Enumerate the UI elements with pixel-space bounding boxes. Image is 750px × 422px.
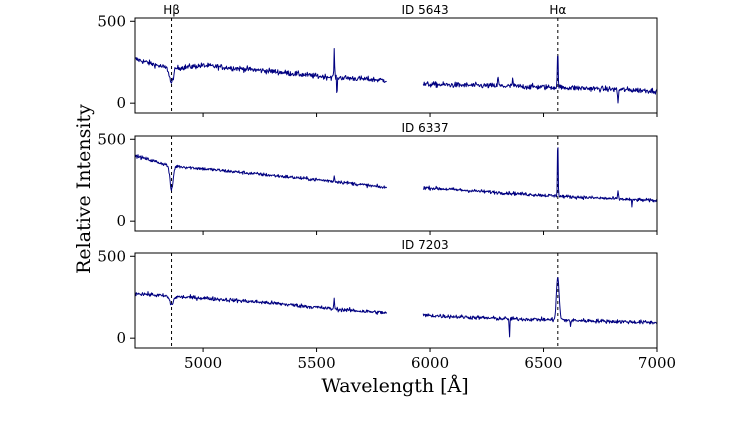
spectrum-line	[134, 277, 658, 338]
y-tick-label: 0	[116, 329, 126, 347]
panel-title: ID 6337	[401, 121, 448, 135]
reference-line-label: Hα	[549, 3, 566, 17]
x-tick-label: 5500	[297, 354, 335, 372]
y-axis-label: Relative Intensity	[73, 104, 95, 274]
spectrum-panel: 0 500 5000 5500 6000 6500 7000 ID 7203	[97, 238, 676, 372]
x-axis-label: Wavelength [Å]	[321, 375, 468, 397]
panels-layer: 0 500 ID 5643 Hβ Hα 0 500 ID 6337 0 500 5000 5500 60…	[97, 3, 676, 372]
panel-title: ID 5643	[401, 3, 448, 17]
x-tick-label: 5000	[184, 354, 222, 372]
x-tick-label: 6000	[411, 354, 449, 372]
y-tick-label: 0	[116, 212, 126, 230]
reference-line-label: Hβ	[163, 3, 180, 17]
x-tick-label: 7000	[638, 354, 676, 372]
y-tick-label: 500	[97, 12, 126, 30]
spectrum-line	[134, 48, 658, 104]
panel-title: ID 7203	[401, 238, 448, 252]
spectrum-panel: 0 500 ID 5643 Hβ Hα	[97, 3, 658, 117]
y-tick-label: 500	[97, 130, 126, 148]
spectrum-panel: 0 500 ID 6337	[97, 121, 658, 235]
x-tick-label: 6500	[524, 354, 562, 372]
spectrum-line	[134, 147, 657, 208]
y-tick-label: 0	[116, 94, 126, 112]
panel-frame	[134, 17, 658, 114]
panel-frame	[134, 135, 658, 232]
panel-frame	[134, 252, 658, 349]
y-tick-label: 500	[97, 247, 126, 265]
